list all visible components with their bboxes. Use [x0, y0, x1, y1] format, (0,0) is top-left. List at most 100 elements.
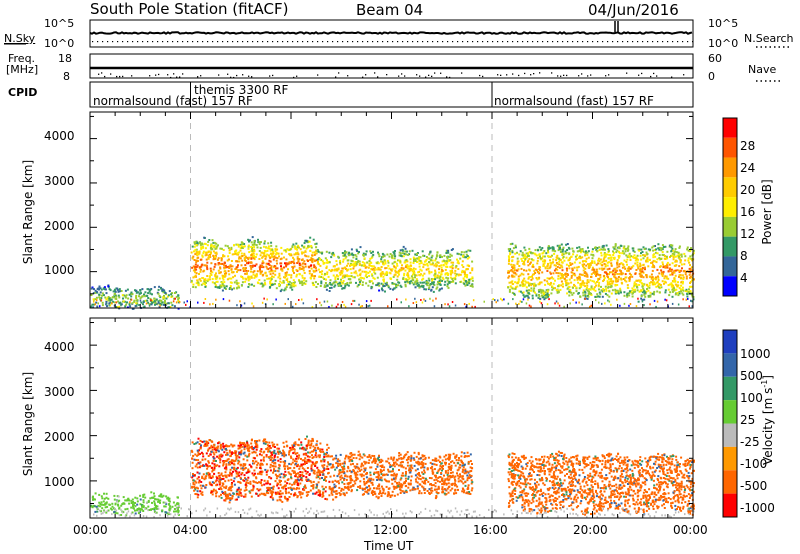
scatter-cell — [648, 258, 651, 261]
scatter-cell — [115, 306, 118, 309]
scatter-cell — [627, 269, 630, 272]
scatter-cell — [291, 284, 294, 287]
scatter-cell — [237, 264, 239, 267]
scatter-cell — [408, 277, 411, 280]
ground-scatter-cell — [266, 298, 268, 301]
scatter-cell — [311, 251, 314, 254]
scatter-cell — [288, 253, 291, 256]
scatter-cell — [177, 294, 180, 297]
nave-dot — [671, 76, 673, 78]
scatter-cell — [228, 273, 231, 276]
scatter-cell — [685, 275, 688, 278]
scatter-cell — [291, 266, 294, 268]
scatter-cell — [430, 289, 433, 292]
noise-search-dot — [552, 41, 554, 43]
scatter-cell — [402, 245, 405, 248]
scatter-cell — [606, 273, 608, 276]
scatter-cell — [244, 260, 247, 262]
scatter-cell — [246, 447, 249, 450]
scatter-cell — [355, 248, 358, 251]
scatter-cell — [348, 252, 351, 255]
scatter-cell — [163, 301, 166, 304]
scatter-cell — [561, 266, 564, 269]
scatter-cell — [561, 252, 564, 255]
scatter-cell — [326, 261, 329, 264]
scatter-cell — [622, 247, 625, 250]
scatter-cell — [134, 496, 137, 499]
scatter-cell — [266, 469, 269, 472]
scatter-cell — [623, 252, 626, 255]
scatter-cell — [300, 251, 303, 254]
scatter-cell — [193, 242, 196, 245]
scatter-cell — [543, 260, 546, 263]
scatter-cell — [385, 283, 388, 286]
scatter-cell — [274, 473, 277, 476]
ground-scatter-cell — [178, 301, 181, 303]
scatter-cell — [214, 247, 217, 250]
noise-search-dot — [612, 41, 614, 43]
ground-scatter-cell — [123, 300, 125, 303]
scatter-cell — [434, 271, 437, 274]
scatter-cell — [203, 280, 206, 283]
scatter-cell — [165, 302, 168, 305]
scatter-cell — [454, 282, 457, 285]
scatter-cell — [618, 263, 621, 266]
scatter-cell — [425, 281, 428, 284]
scatter-cell — [289, 254, 292, 257]
scatter-cell — [218, 271, 221, 274]
scatter-cell — [250, 442, 253, 445]
scatter-cell — [270, 494, 273, 497]
scatter-cell — [653, 293, 655, 296]
scatter-cell — [673, 253, 676, 256]
scatter-cell — [527, 292, 530, 295]
scatter-cell — [669, 244, 672, 247]
scatter-cell — [233, 244, 235, 247]
scatter-cell — [678, 269, 681, 272]
scatter-cell — [547, 245, 550, 248]
scatter-cell — [646, 288, 648, 290]
scatter-cell — [263, 249, 266, 252]
scatter-cell — [405, 279, 408, 282]
scatter-cell — [319, 448, 322, 451]
scatter-cell — [416, 282, 419, 285]
scatter-cell — [514, 244, 517, 247]
scatter-cell — [691, 259, 694, 262]
scatter-cell — [306, 471, 309, 474]
scatter-cell — [616, 249, 619, 252]
scatter-cell — [258, 241, 261, 244]
ground-scatter-cell — [212, 302, 214, 305]
scatter-cell — [543, 262, 546, 265]
scatter-cell — [679, 288, 682, 291]
scatter-cell — [691, 292, 694, 295]
scatter-cell — [280, 262, 283, 265]
scatter-cell — [218, 495, 221, 498]
scatter-cell — [341, 267, 344, 270]
scatter-cell — [210, 489, 213, 492]
scatter-cell — [633, 290, 636, 293]
scatter-cell — [265, 265, 268, 268]
nave-dot — [335, 76, 337, 78]
scatter-cell — [450, 265, 453, 268]
scatter-cell — [192, 286, 195, 288]
scatter-cell — [120, 514, 123, 516]
scatter-cell — [247, 279, 250, 282]
scatter-cell — [353, 271, 356, 274]
scatter-cell — [466, 264, 469, 267]
scatter-cell — [213, 472, 216, 475]
scatter-cell — [647, 265, 650, 268]
scatter-cell — [253, 241, 256, 244]
scatter-cell — [657, 243, 660, 246]
scatter-cell — [369, 257, 372, 260]
scatter-cell — [246, 256, 249, 259]
scatter-cell — [122, 297, 124, 300]
scatter-cell — [586, 275, 589, 278]
scatter-cell — [194, 253, 197, 256]
scatter-cell — [594, 295, 597, 298]
scatter-cell — [591, 260, 594, 263]
scatter-cell — [565, 279, 568, 282]
scatter-cell — [248, 251, 251, 254]
scatter-cell — [248, 278, 250, 281]
scatter-cell — [290, 260, 293, 263]
scatter-cell — [296, 452, 299, 455]
